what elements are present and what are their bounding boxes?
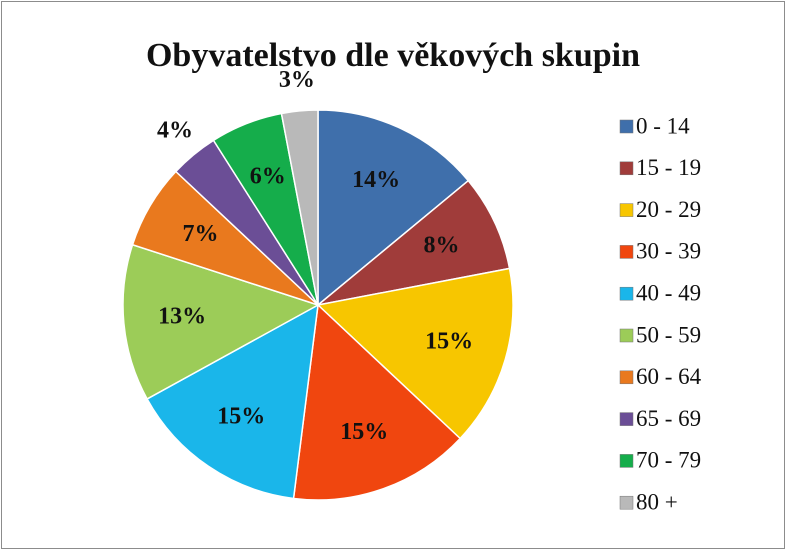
legend-swatch <box>619 119 634 134</box>
data-label: 14% <box>352 167 400 193</box>
data-label: 7% <box>183 221 219 247</box>
legend-swatch <box>619 495 634 510</box>
legend-swatch <box>619 161 634 176</box>
legend-label: 30 - 39 <box>636 239 701 264</box>
legend-label: 0 - 14 <box>636 113 690 138</box>
pie-slice <box>292 303 462 501</box>
chart-title: Obyvatelstvo dle věkových skupin <box>146 37 640 74</box>
legend-swatch <box>619 245 634 259</box>
pie-slice <box>317 179 511 306</box>
legend-label: 15 - 19 <box>636 155 701 180</box>
legend-swatch <box>619 412 634 426</box>
data-label: 4% <box>157 118 193 144</box>
legend-swatch <box>619 286 634 301</box>
legend-swatch <box>619 203 634 217</box>
pie-slice <box>280 109 319 306</box>
data-label: 3% <box>279 67 315 93</box>
data-label: 6% <box>250 164 286 190</box>
legend-label: 70 - 79 <box>636 448 701 473</box>
data-label: 15% <box>425 329 473 355</box>
legend-label: 40 - 49 <box>636 280 701 305</box>
legend-label: 20 - 29 <box>636 197 701 222</box>
data-label: 15% <box>217 403 265 429</box>
data-label: 15% <box>340 419 388 445</box>
pie-slice <box>317 109 470 307</box>
legend-label: 50 - 59 <box>636 322 701 347</box>
legend-swatch <box>619 370 634 385</box>
data-label: 13% <box>158 303 206 329</box>
legend-label: 65 - 69 <box>636 406 701 431</box>
legend-label: 80 + <box>636 489 678 514</box>
legend-swatch <box>619 328 634 343</box>
legend-label: 60 - 64 <box>636 364 702 389</box>
pie-slice <box>316 267 514 440</box>
pie-slice <box>146 303 319 500</box>
legend-swatch <box>619 454 634 468</box>
pie-slice <box>122 243 320 400</box>
data-label: 8% <box>424 232 460 258</box>
